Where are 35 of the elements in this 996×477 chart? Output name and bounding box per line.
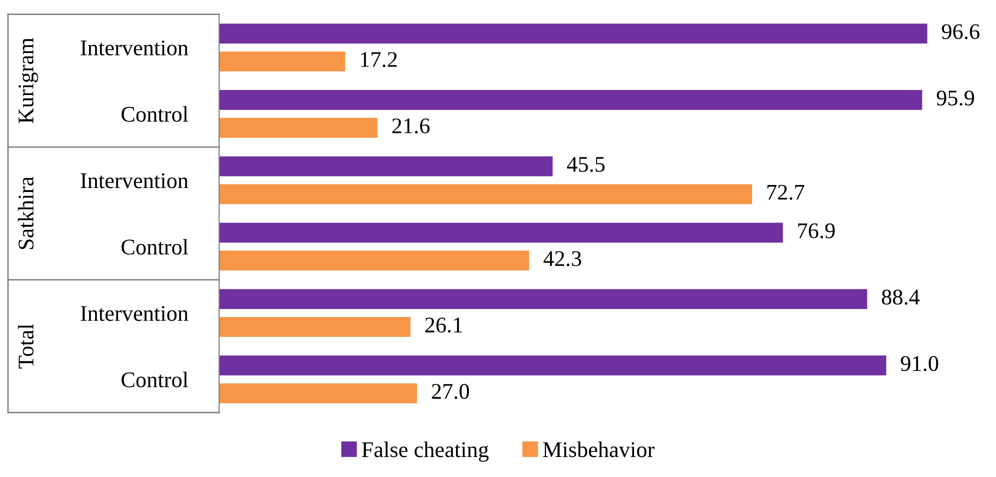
data-label: 95.9 bbox=[936, 90, 974, 106]
data-label: 21.6 bbox=[392, 118, 430, 134]
bar bbox=[219, 383, 418, 404]
y-tick-label: Intervention bbox=[80, 40, 188, 56]
data-label: 45.5 bbox=[567, 157, 605, 172]
data-label: 26.1 bbox=[425, 318, 462, 333]
bar bbox=[219, 156, 553, 176]
y-tick-label: Intervention bbox=[80, 306, 188, 321]
bar bbox=[219, 356, 886, 376]
bar bbox=[219, 250, 530, 271]
y-tick-label: Control bbox=[122, 106, 188, 122]
y-tick-label: Control bbox=[122, 238, 188, 255]
data-label: 72.7 bbox=[767, 184, 804, 200]
text: Total bbox=[18, 324, 34, 368]
bar bbox=[219, 24, 928, 44]
y-tick-label: Intervention bbox=[80, 173, 188, 188]
legend-label: Misbehavior bbox=[543, 442, 655, 458]
data-label: 42.3 bbox=[544, 251, 582, 266]
bar bbox=[219, 317, 410, 337]
bar bbox=[219, 289, 868, 310]
data-label: 96.6 bbox=[942, 24, 980, 40]
data-label: 76.9 bbox=[798, 223, 835, 238]
bar bbox=[219, 90, 922, 110]
data-label: 17.2 bbox=[361, 52, 397, 68]
bar bbox=[219, 51, 346, 72]
data-label: 88.4 bbox=[882, 290, 920, 305]
bar bbox=[219, 222, 783, 243]
legend-label: False cheating bbox=[362, 442, 489, 462]
text: Kurigram bbox=[18, 38, 38, 124]
bar bbox=[219, 184, 752, 204]
bar bbox=[219, 118, 378, 138]
y-tick-label: Control bbox=[122, 372, 188, 388]
data-label: 91.0 bbox=[900, 356, 938, 372]
data-label: 27.0 bbox=[432, 384, 469, 400]
text: Satkhira bbox=[18, 176, 34, 249]
